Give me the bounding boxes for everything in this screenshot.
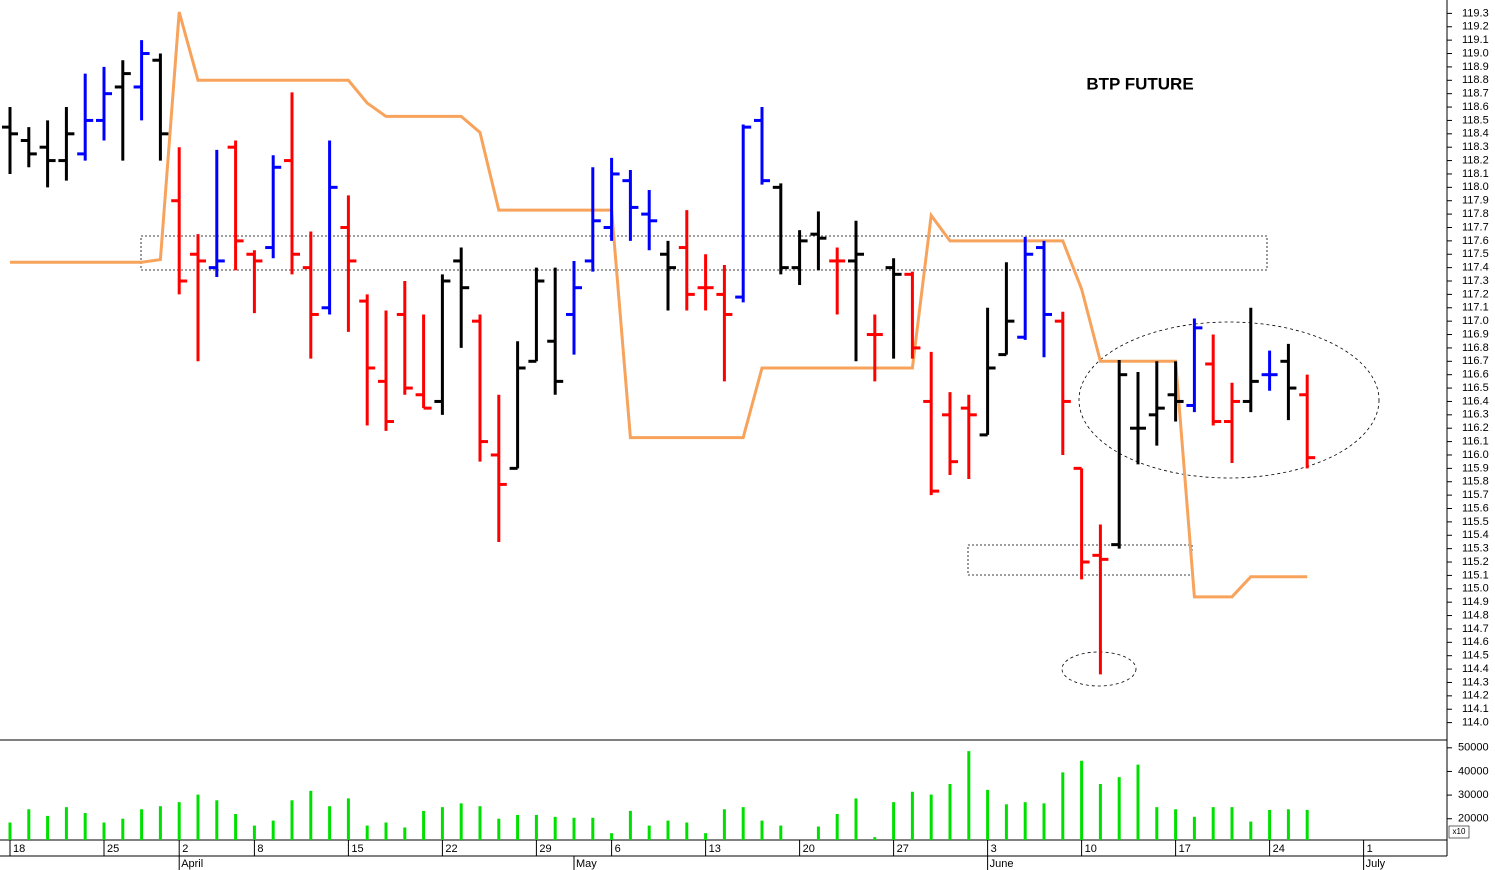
y-tick-label: 117.3 [1462,275,1489,287]
y-tick-label: 118.8 [1462,74,1489,86]
y-tick-label: 117.9 [1462,195,1489,207]
y-tick-label: 114.6 [1462,636,1489,648]
y-tick-label: 117.0 [1462,315,1489,327]
y-tick-label: 116.7 [1462,355,1489,367]
month-label: April [181,858,203,870]
y-tick-label: 114.4 [1462,663,1489,675]
y-tick-label: 115.4 [1462,529,1489,541]
y-tick-label: 118.2 [1462,154,1489,166]
x-tick-label: 2 [182,843,188,855]
x-tick-label: 25 [107,843,119,855]
volume-tick-label: 30000 [1458,789,1489,801]
y-tick-label: 114.1 [1462,703,1489,715]
volume-unit: x10 [1453,827,1466,836]
y-tick-label: 116.5 [1462,382,1489,394]
x-tick-label: 18 [13,843,25,855]
y-tick-label: 119.2 [1462,21,1489,33]
y-tick-label: 116.1 [1462,435,1489,447]
x-tick-label: 15 [351,843,363,855]
y-tick-label: 115.3 [1462,543,1489,555]
volume-tick-label: 50000 [1458,742,1489,754]
x-tick-label: 24 [1273,843,1285,855]
y-tick-label: 116.9 [1462,328,1489,340]
y-tick-label: 115.7 [1462,489,1489,501]
unit-box [1448,825,1470,839]
y-tick-label: 117.1 [1462,302,1489,314]
y-tick-label: 117.8 [1462,208,1489,220]
y-tick-label: 118.0 [1462,181,1489,193]
x-tick-label: 17 [1179,843,1191,855]
x-tick-label: 3 [991,843,997,855]
y-tick-label: 114.7 [1462,623,1489,635]
y-tick-label: 114.2 [1462,690,1489,702]
x-tick-label: 27 [897,843,909,855]
zone-box [967,544,1193,576]
x-tick-label: 1 [1367,843,1373,855]
volume-tick-label: 20000 [1458,813,1489,825]
y-tick-label: 115.5 [1462,516,1489,528]
zone-ellipse [1078,321,1380,479]
y-tick-label: 114.3 [1462,676,1489,688]
x-tick-label: 10 [1085,843,1097,855]
chart-title: BTP FUTURE [1086,74,1193,93]
y-tick-label: 116.6 [1462,369,1489,381]
y-tick-label: 119.0 [1462,47,1489,59]
y-tick-label: 118.1 [1462,168,1489,180]
y-tick-label: 114.5 [1462,650,1489,662]
x-tick-label: 13 [709,843,721,855]
y-tick-label: 115.6 [1462,502,1489,514]
y-tick-label: 114.0 [1462,717,1489,729]
y-tick-label: 116.0 [1462,449,1489,461]
y-tick-label: 118.5 [1462,114,1489,126]
x-tick-label: 20 [803,843,815,855]
y-tick-label: 117.5 [1462,248,1489,260]
y-tick-label: 115.0 [1462,583,1489,595]
y-tick-label: 114.8 [1462,609,1489,621]
volume-tick-label: 40000 [1458,765,1489,777]
y-tick-label: 116.3 [1462,409,1489,421]
zone-ellipse [1061,651,1137,687]
y-tick-label: 119.1 [1462,34,1489,46]
x-tick-label: 6 [615,843,621,855]
y-tick-label: 116.8 [1462,342,1489,354]
y-tick-label: 117.6 [1462,235,1489,247]
y-tick-label: 115.9 [1462,462,1489,474]
x-tick-label: 22 [445,843,457,855]
x-tick-label: 29 [539,843,551,855]
y-tick-label: 117.7 [1462,221,1489,233]
overlay-line [10,11,1308,599]
y-tick-label: 116.4 [1462,395,1489,407]
y-tick-label: 115.2 [1462,556,1489,568]
x-tick-label: 8 [257,843,263,855]
month-label: May [576,858,597,870]
y-tick-label: 118.9 [1462,61,1489,73]
y-tick-label: 117.4 [1462,262,1489,274]
y-tick-label: 116.2 [1462,422,1489,434]
y-tick-label: 115.1 [1462,569,1489,581]
month-label: June [990,858,1014,870]
y-tick-label: 118.3 [1462,141,1489,153]
y-tick-label: 118.4 [1462,128,1489,140]
y-tick-label: 118.6 [1462,101,1489,113]
month-label: July [1366,858,1386,870]
y-tick-label: 119.3 [1462,7,1489,19]
y-tick-label: 115.8 [1462,476,1489,488]
y-tick-label: 118.7 [1462,88,1489,100]
y-tick-label: 114.9 [1462,596,1489,608]
y-tick-label: 117.2 [1462,288,1489,300]
